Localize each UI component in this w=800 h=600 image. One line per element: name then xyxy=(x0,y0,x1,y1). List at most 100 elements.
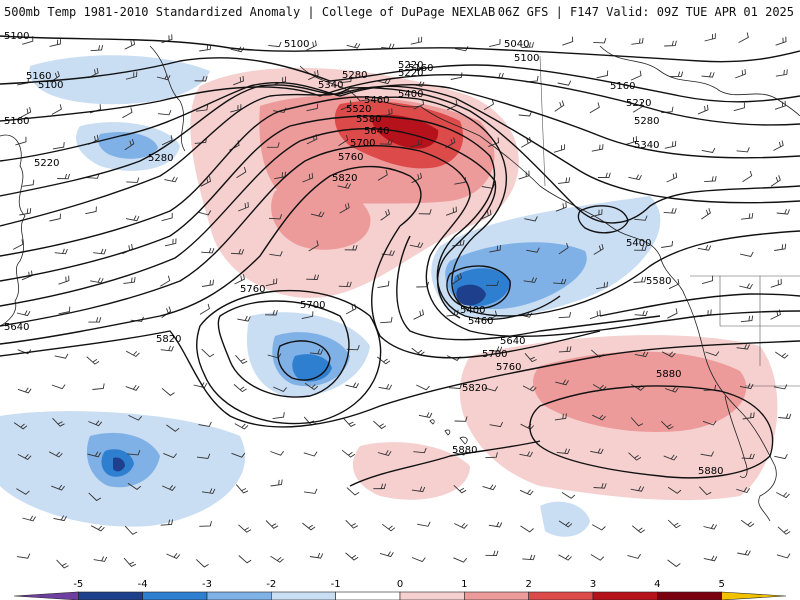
wind-barb xyxy=(553,144,565,153)
wind-barb xyxy=(557,80,572,86)
wind-barb xyxy=(660,420,674,430)
wind-barb xyxy=(124,525,138,535)
wind-barb xyxy=(341,449,356,458)
wind-barb xyxy=(524,216,538,222)
wind-barb xyxy=(554,100,565,112)
wind-barb xyxy=(377,450,392,457)
wind-barb xyxy=(164,176,178,183)
wind-barb xyxy=(160,345,174,352)
wind-barb xyxy=(22,515,36,522)
wind-barb xyxy=(633,276,647,283)
contour-5520 xyxy=(0,128,497,319)
colorbar-swatch xyxy=(142,591,208,600)
wind-barb xyxy=(88,317,102,323)
contour-label: 5100 xyxy=(38,80,63,91)
wind-barb xyxy=(697,104,709,115)
wind-barb xyxy=(49,39,62,47)
wind-barb xyxy=(304,488,318,494)
wind-barb xyxy=(51,104,62,115)
wind-barb xyxy=(196,453,211,459)
wind-barb xyxy=(597,172,611,179)
wind-barb xyxy=(489,421,504,428)
wind-barb xyxy=(634,310,648,317)
anomaly-region-cold xyxy=(113,457,125,472)
wind-barb xyxy=(661,351,676,358)
wind-barb xyxy=(235,354,248,364)
wind-barb xyxy=(16,553,31,559)
wind-barb xyxy=(558,346,572,353)
wind-barb xyxy=(518,111,532,117)
wind-barb xyxy=(592,414,606,421)
contour-5280 xyxy=(0,84,800,204)
contour-label: 5820 xyxy=(462,383,487,394)
contour-label: 5160 xyxy=(4,116,29,127)
contour-label: 5220 xyxy=(626,98,651,109)
wind-barb xyxy=(593,243,604,255)
wind-barb xyxy=(86,356,100,365)
wind-barb xyxy=(270,450,284,456)
coastline-baja xyxy=(724,395,748,478)
wind-barb xyxy=(485,280,499,286)
contour-5700-trough xyxy=(396,235,661,341)
wind-barb xyxy=(87,451,102,458)
wind-barb xyxy=(22,179,35,187)
anomaly-region-cold xyxy=(292,354,332,382)
wind-barb xyxy=(778,413,792,419)
wind-barb xyxy=(272,412,285,420)
wind-barb xyxy=(526,247,540,253)
wind-barb xyxy=(339,202,350,214)
wind-barb xyxy=(125,384,140,391)
wind-barb xyxy=(489,346,503,352)
colorbar-tick-label: -5 xyxy=(73,579,83,590)
wind-barb xyxy=(482,484,497,491)
contour-5880 xyxy=(529,385,774,479)
wind-barb xyxy=(775,351,789,359)
wind-barb xyxy=(739,283,753,290)
wind-barb xyxy=(634,245,647,251)
wind-barb xyxy=(480,209,492,220)
contour-label: 5460 xyxy=(364,95,389,106)
wind-barb xyxy=(199,303,210,315)
wind-barb xyxy=(667,308,678,319)
anomaly-region-warm xyxy=(370,114,439,149)
wind-barb xyxy=(56,559,69,569)
wind-barb xyxy=(377,280,390,289)
wind-barb xyxy=(166,553,181,559)
contour-label: 5700 xyxy=(482,349,507,360)
wind-barb xyxy=(701,275,714,285)
wind-barb xyxy=(668,278,680,290)
contour-label: 5700 xyxy=(300,300,325,311)
wind-barb xyxy=(52,417,65,427)
wind-barb xyxy=(19,208,32,216)
wind-barb xyxy=(302,172,314,183)
wind-barb xyxy=(741,453,755,460)
wind-barb xyxy=(738,32,749,43)
wind-barb xyxy=(416,384,430,391)
wind-barb xyxy=(445,137,456,149)
wind-barb xyxy=(663,208,677,214)
wind-barb xyxy=(561,492,576,499)
contour-5760-trough xyxy=(371,225,601,359)
contour-label: 5640 xyxy=(364,126,389,137)
contour-label: 5220 xyxy=(34,158,59,169)
wind-barb xyxy=(86,173,100,179)
anomaly-region-warm xyxy=(533,351,747,432)
wind-barb xyxy=(268,41,282,48)
wind-barb xyxy=(661,240,674,248)
colorbar-ticks: -5 -4 -3 -2 -1 0 1 2 3 4 5 xyxy=(73,579,725,590)
wind-barb xyxy=(741,212,754,220)
wind-barb xyxy=(310,211,325,218)
border-alaska-canada xyxy=(539,55,546,187)
wind-barb xyxy=(558,242,569,255)
contour-label: 5160 xyxy=(26,71,51,82)
coastline-kamchatka xyxy=(149,45,186,152)
wind-barb xyxy=(634,215,648,221)
wind-barb xyxy=(489,38,501,48)
wind-barb xyxy=(57,173,71,180)
wind-barb xyxy=(234,274,245,285)
contour-5400 xyxy=(0,96,800,317)
contour-5340 xyxy=(0,87,800,227)
wind-barb xyxy=(773,384,788,390)
contour-label: 5040 xyxy=(504,39,529,50)
colorbar-tick-label: -2 xyxy=(266,579,276,590)
